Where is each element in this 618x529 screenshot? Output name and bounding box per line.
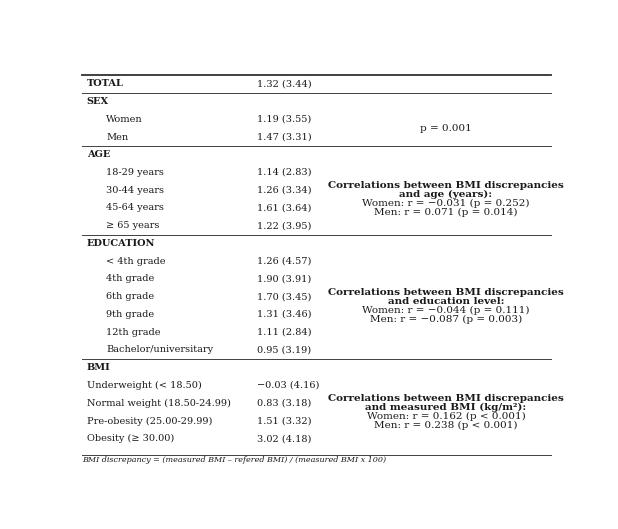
Text: 1.14 (2.83): 1.14 (2.83) xyxy=(257,168,311,177)
Text: p = 0.001: p = 0.001 xyxy=(420,124,472,133)
Text: Men: r = −0.087 (p = 0.003): Men: r = −0.087 (p = 0.003) xyxy=(370,314,522,324)
Text: Obesity (≥ 30.00): Obesity (≥ 30.00) xyxy=(87,434,174,443)
Text: 0.95 (3.19): 0.95 (3.19) xyxy=(257,345,311,354)
Text: 1.61 (3.64): 1.61 (3.64) xyxy=(257,204,311,213)
Text: SEX: SEX xyxy=(87,97,109,106)
Text: 1.47 (3.31): 1.47 (3.31) xyxy=(257,132,311,141)
Text: AGE: AGE xyxy=(87,150,110,159)
Text: 3.02 (4.18): 3.02 (4.18) xyxy=(257,434,311,443)
Text: < 4th grade: < 4th grade xyxy=(106,257,166,266)
Text: 1.31 (3.46): 1.31 (3.46) xyxy=(257,310,311,319)
Text: 45-64 years: 45-64 years xyxy=(106,204,164,213)
Text: 1.11 (2.84): 1.11 (2.84) xyxy=(257,328,311,337)
Text: 1.32 (3.44): 1.32 (3.44) xyxy=(257,79,311,88)
Text: and education level:: and education level: xyxy=(387,297,504,306)
Text: ≥ 65 years: ≥ 65 years xyxy=(106,221,159,230)
Text: Correlations between BMI discrepancies: Correlations between BMI discrepancies xyxy=(328,181,564,190)
Text: 9th grade: 9th grade xyxy=(106,310,154,319)
Text: 1.26 (3.34): 1.26 (3.34) xyxy=(257,186,311,195)
Text: Men: r = 0.071 (p = 0.014): Men: r = 0.071 (p = 0.014) xyxy=(375,208,518,217)
Text: Normal weight (18.50-24.99): Normal weight (18.50-24.99) xyxy=(87,399,231,408)
Text: 18-29 years: 18-29 years xyxy=(106,168,164,177)
Text: and age (years):: and age (years): xyxy=(399,190,493,199)
Text: 1.19 (3.55): 1.19 (3.55) xyxy=(257,115,311,124)
Text: EDUCATION: EDUCATION xyxy=(87,239,155,248)
Text: 1.70 (3.45): 1.70 (3.45) xyxy=(257,292,311,301)
Text: Bachelor/universitary: Bachelor/universitary xyxy=(106,345,213,354)
Text: Pre-obesity (25.00-29.99): Pre-obesity (25.00-29.99) xyxy=(87,416,212,425)
Text: 1.51 (3.32): 1.51 (3.32) xyxy=(257,416,311,425)
Text: Men: r = 0.238 (p < 0.001): Men: r = 0.238 (p < 0.001) xyxy=(375,421,518,430)
Text: 0.83 (3.18): 0.83 (3.18) xyxy=(257,399,311,408)
Text: BMI: BMI xyxy=(87,363,111,372)
Text: Women: r = −0.031 (p = 0.252): Women: r = −0.031 (p = 0.252) xyxy=(362,199,530,208)
Text: Women: r = 0.162 (p < 0.001): Women: r = 0.162 (p < 0.001) xyxy=(366,412,525,421)
Text: 6th grade: 6th grade xyxy=(106,292,154,301)
Text: TOTAL: TOTAL xyxy=(87,79,124,88)
Text: 1.22 (3.95): 1.22 (3.95) xyxy=(257,221,311,230)
Text: 30-44 years: 30-44 years xyxy=(106,186,164,195)
Text: Underweight (< 18.50): Underweight (< 18.50) xyxy=(87,381,201,390)
Text: BMI discrepancy = (measured BMI – refered BMI) / (measured BMI x 100): BMI discrepancy = (measured BMI – refere… xyxy=(82,456,386,464)
Text: 1.26 (4.57): 1.26 (4.57) xyxy=(257,257,311,266)
Text: −0.03 (4.16): −0.03 (4.16) xyxy=(257,381,320,390)
Text: 12th grade: 12th grade xyxy=(106,328,161,337)
Text: Women: Women xyxy=(106,115,143,124)
Text: Correlations between BMI discrepancies: Correlations between BMI discrepancies xyxy=(328,394,564,403)
Text: Women: r = −0.044 (p = 0.111): Women: r = −0.044 (p = 0.111) xyxy=(362,306,530,315)
Text: and measured BMI (kg/m²):: and measured BMI (kg/m²): xyxy=(365,403,527,412)
Text: Men: Men xyxy=(106,132,128,141)
Text: 4th grade: 4th grade xyxy=(106,275,154,284)
Text: Correlations between BMI discrepancies: Correlations between BMI discrepancies xyxy=(328,288,564,297)
Text: 1.90 (3.91): 1.90 (3.91) xyxy=(257,275,311,284)
